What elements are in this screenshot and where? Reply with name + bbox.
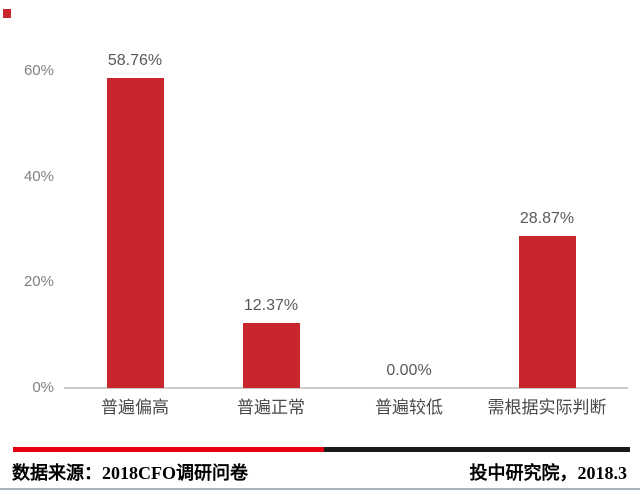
bar-value-label: 12.37% [243,296,299,314]
series-legend-swatch-icon [3,9,11,18]
bar-value-label: 0.00% [386,362,432,379]
y-tick-label: 40% [23,167,54,185]
publisher-date-label: 投中研究院，2018.3 [469,463,628,483]
y-tick-label: 60% [23,62,54,80]
x-tick-label: 普遍较低 [375,398,443,417]
bar [242,322,300,388]
data-source-label: 数据来源：2018CFO调研问卷 [12,463,248,483]
y-tick-label: 20% [23,273,54,291]
bar-value-label: 28.87% [519,209,575,227]
bar [106,77,164,388]
y-tick-label: 0% [32,379,54,396]
x-tick-label: 普遍正常 [237,398,305,417]
bar-value-label: 58.76% [107,51,163,69]
x-tick-label: 普遍偏高 [101,398,169,417]
x-axis-line [64,387,628,389]
divider-line-red [13,447,324,452]
x-tick-label: 需根据实际判断 [487,398,607,417]
bar [518,235,576,388]
bottom-border-line [0,488,640,490]
divider-line-black [324,447,630,452]
